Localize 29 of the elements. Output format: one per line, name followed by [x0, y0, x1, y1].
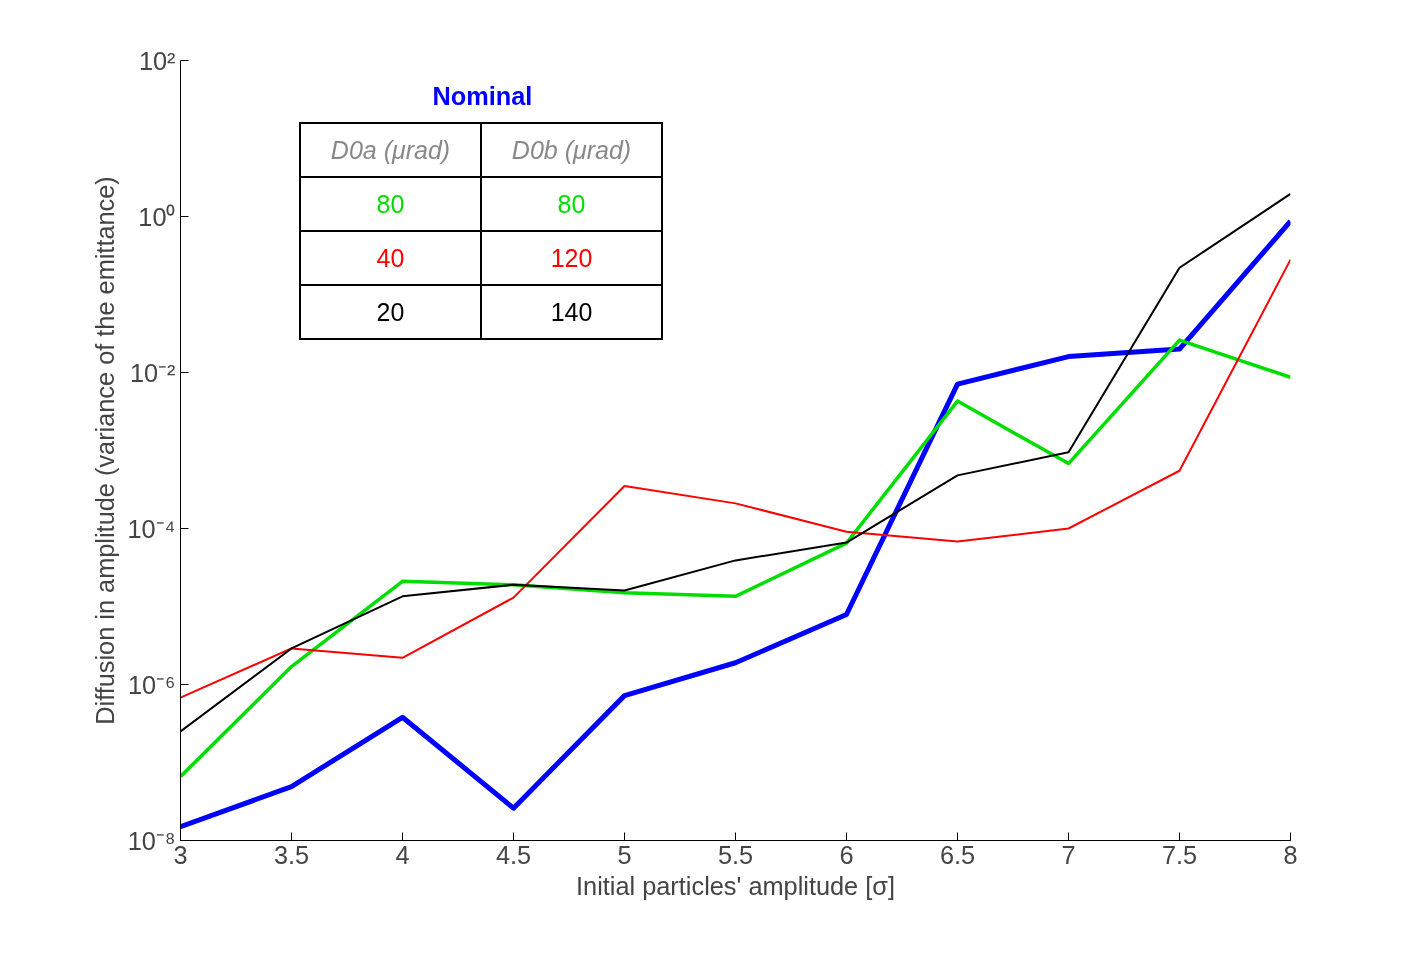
- y-tick-label: 10⁻⁸: [127, 826, 176, 855]
- annotation: 80: [481, 177, 662, 231]
- annotation: D0b (μrad): [481, 123, 662, 177]
- y-tick-label: 10²: [138, 46, 176, 75]
- annotation: 80: [300, 177, 481, 231]
- x-tick-label: 8: [1283, 840, 1298, 869]
- x-tick-label: 4.5: [495, 840, 532, 869]
- x-tick-label: 7: [1061, 840, 1076, 869]
- x-tick-label: 6.5: [939, 840, 976, 869]
- line-series: [180, 338, 1291, 779]
- x-axis-title: Initial particles' amplitude [σ]: [576, 871, 895, 900]
- y-tick-label: 10⁻²: [129, 358, 176, 387]
- x-tick-label: 3: [173, 840, 188, 869]
- x-tick-label: 5: [617, 840, 632, 869]
- y-tick-label: 10⁻⁶: [127, 670, 176, 699]
- x-tick-label: 6: [839, 840, 854, 869]
- x-tick-label: 4: [395, 840, 410, 869]
- x-tick-label: 3.5: [273, 840, 310, 869]
- annotation: 120: [481, 231, 662, 285]
- annotation: D0a (μrad): [300, 123, 481, 177]
- y-axis-title: Diffusion in amplitude (variance of the emittance): [91, 176, 120, 725]
- text: Nominal: [432, 81, 533, 110]
- annotation: 20: [300, 285, 481, 339]
- annotation: 40: [300, 231, 481, 285]
- x-tick-label: 5.5: [717, 840, 754, 869]
- annotation: 140: [481, 285, 662, 339]
- y-tick-label: 10⁻⁴: [127, 514, 176, 543]
- y-tick-label: 10⁰: [138, 202, 176, 231]
- x-tick-label: 7.5: [1161, 840, 1198, 869]
